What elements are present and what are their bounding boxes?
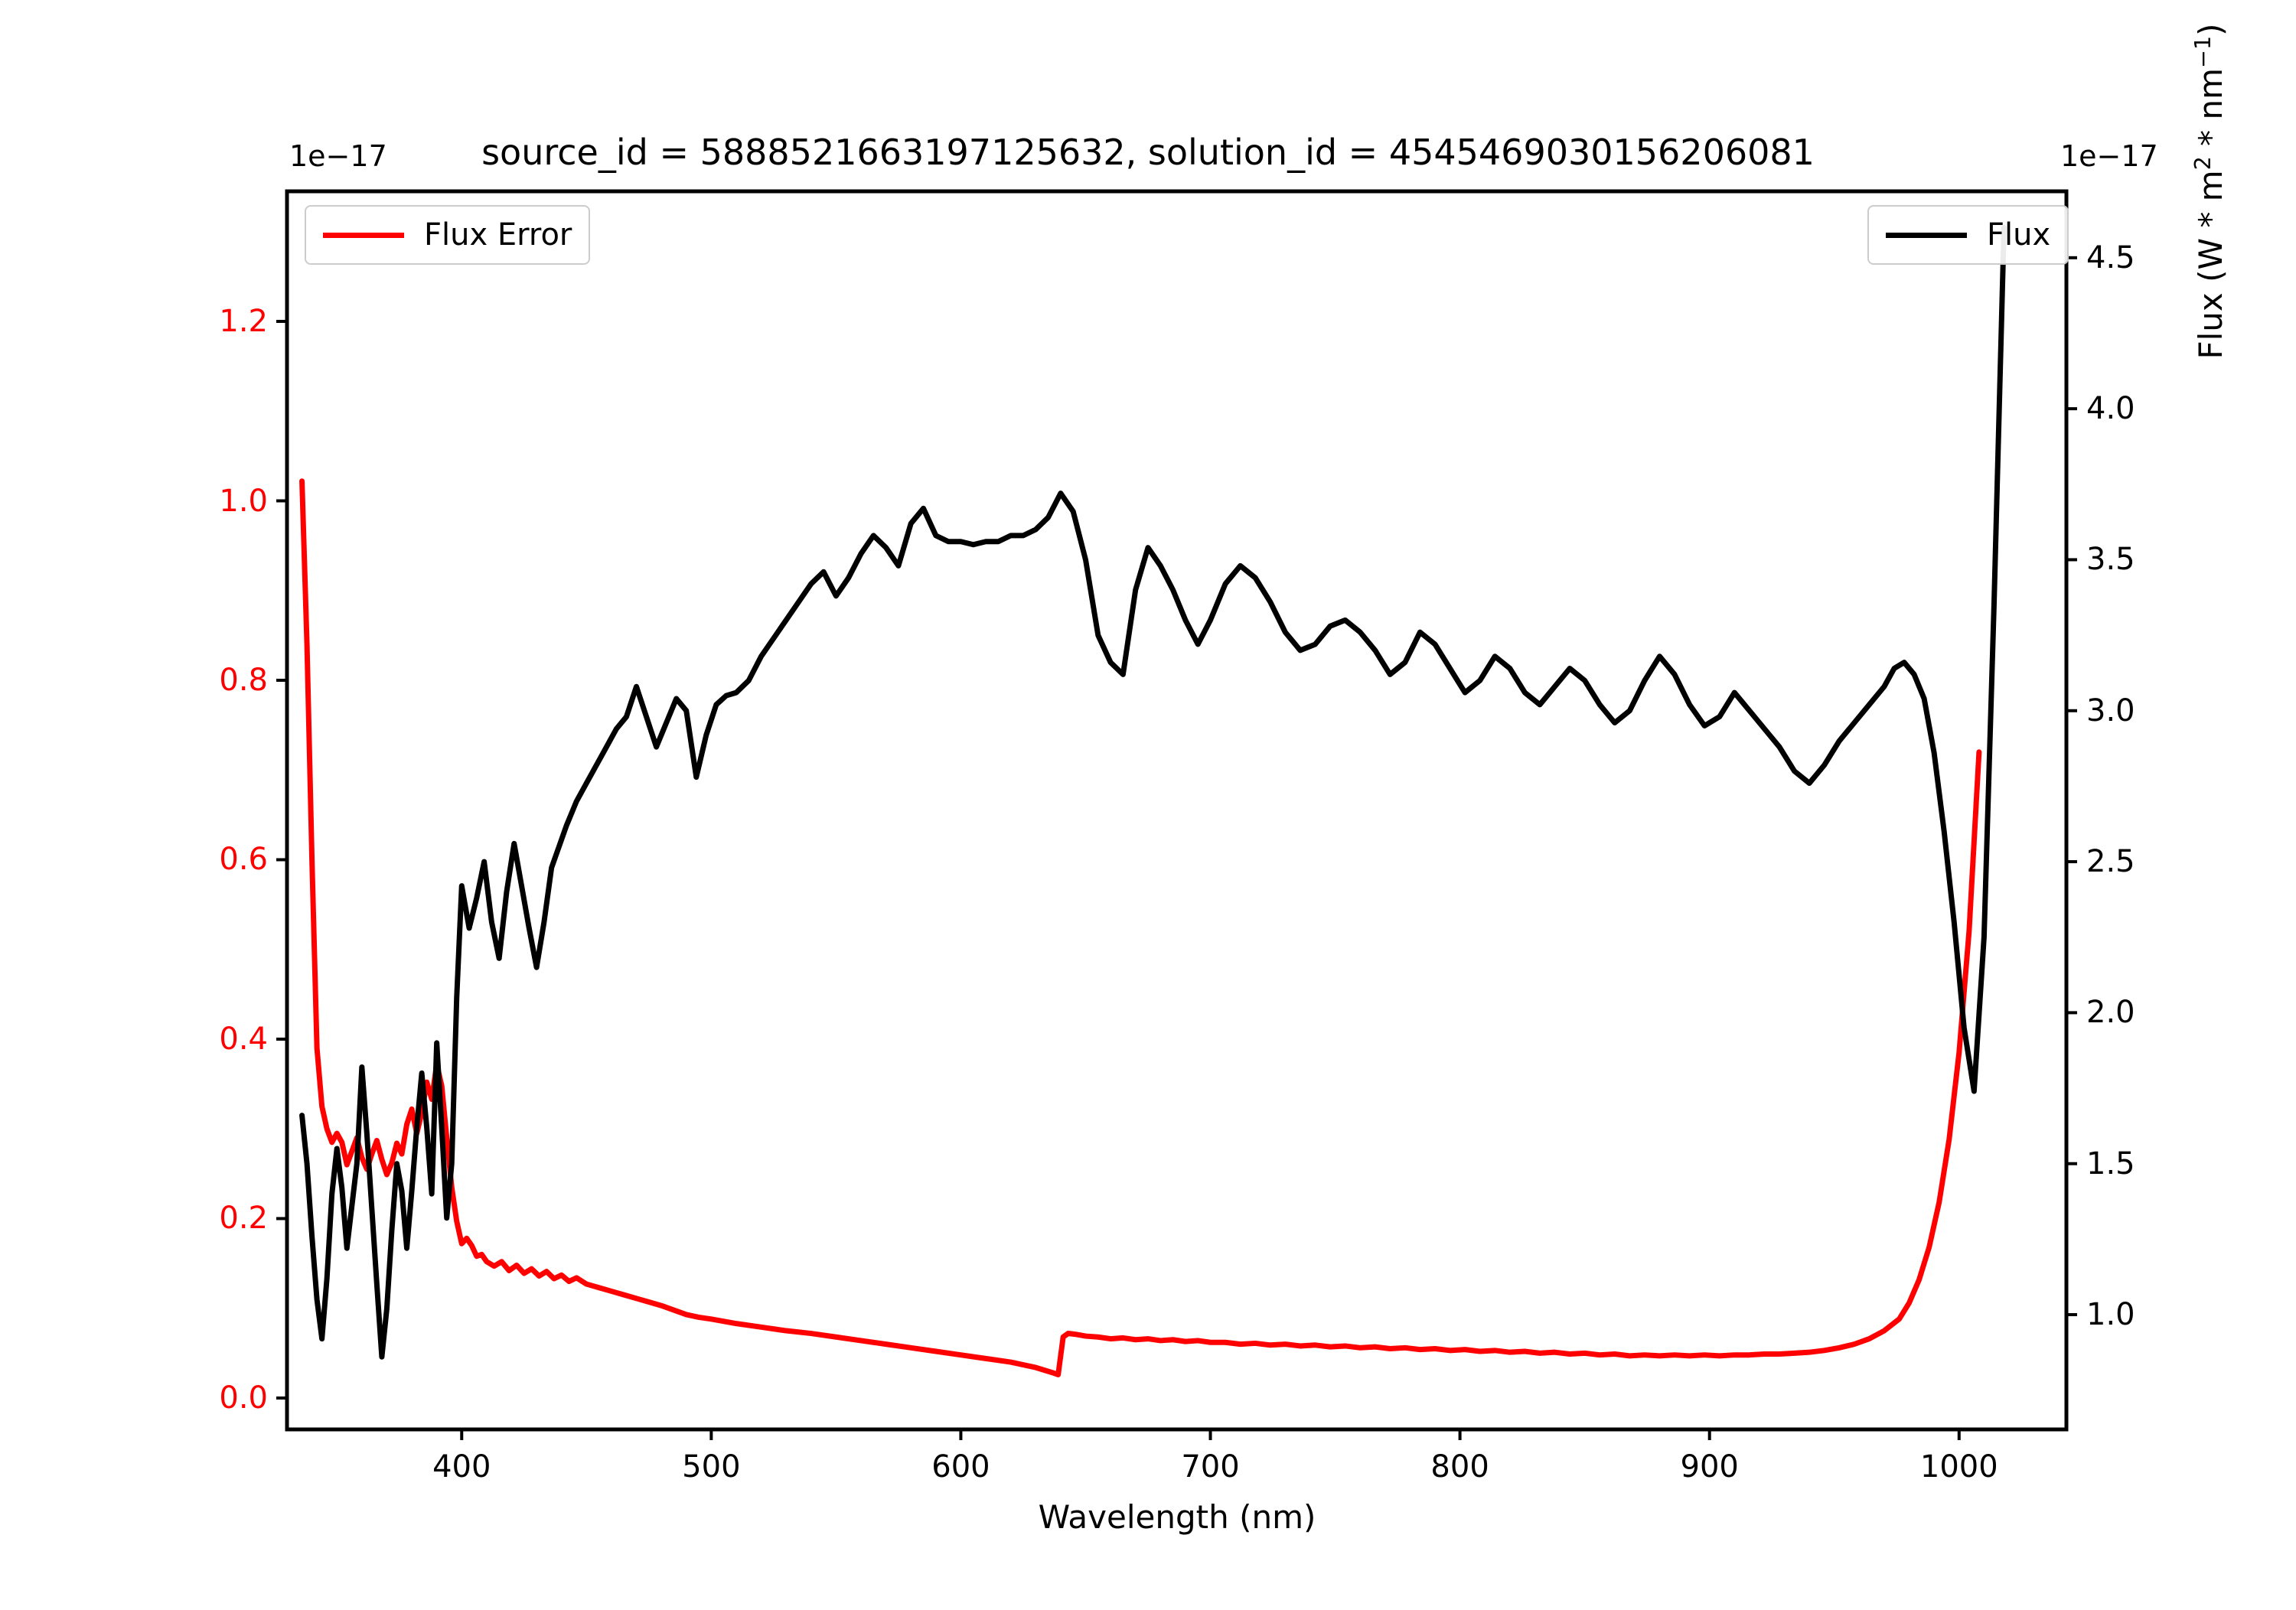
x-tick-label: 600 — [931, 1449, 990, 1485]
y-left-tick-label: 1.0 — [219, 483, 268, 519]
y-left-tick-label: 1.2 — [219, 304, 268, 339]
x-tick-label: 1000 — [1919, 1449, 1998, 1485]
x-tick-label: 700 — [1181, 1449, 1240, 1485]
x-tick-label: 400 — [432, 1449, 491, 1485]
x-tick-label: 900 — [1680, 1449, 1739, 1485]
page-title: source_id = 5888521663197125632, solutio… — [481, 132, 1815, 173]
legend-flux-error[interactable]: Flux Error — [305, 205, 591, 265]
y-right-tick-label: 1.5 — [2086, 1146, 2135, 1181]
y-right-tick-label: 2.0 — [2086, 995, 2135, 1031]
y-right-tick-label: 3.5 — [2086, 542, 2135, 578]
legend-label-flux: Flux — [1987, 217, 2051, 253]
left-axis-offset-text: 1e−17 — [289, 139, 387, 173]
y-left-tick-label: 0.6 — [219, 842, 268, 878]
y-right-tick-label: 2.5 — [2086, 844, 2135, 880]
x-tick-label: 800 — [1430, 1449, 1489, 1485]
legend-line-swatch-flux-error — [323, 232, 404, 238]
y-left-tick-label: 0.0 — [219, 1380, 268, 1416]
y-right-tick-label: 1.0 — [2086, 1297, 2135, 1333]
right-axis-offset-text: 1e−17 — [2060, 139, 2158, 173]
y-right-tick-label: 3.0 — [2086, 693, 2135, 728]
y-left-tick-label: 0.4 — [219, 1021, 268, 1057]
series-line-flux-error — [299, 478, 1982, 1377]
y-right-tick-label: 4.0 — [2086, 391, 2135, 427]
y-right-tick-label: 4.5 — [2086, 240, 2135, 275]
legend-line-swatch-flux — [1886, 232, 1967, 238]
plot-frame — [285, 189, 2069, 1432]
series-line-flux — [299, 224, 2007, 1360]
y-left-tick-label: 0.8 — [219, 662, 268, 698]
y-axis-right-label: Flux (W * m2 * nm−1) — [2190, 23, 2229, 360]
legend-flux[interactable]: Flux — [1867, 205, 2069, 265]
legend-label-flux-error: Flux Error — [424, 217, 572, 253]
x-axis-label: Wavelength (nm) — [1038, 1498, 1316, 1536]
x-tick-label: 500 — [682, 1449, 741, 1485]
y-left-tick-label: 0.2 — [219, 1201, 268, 1237]
